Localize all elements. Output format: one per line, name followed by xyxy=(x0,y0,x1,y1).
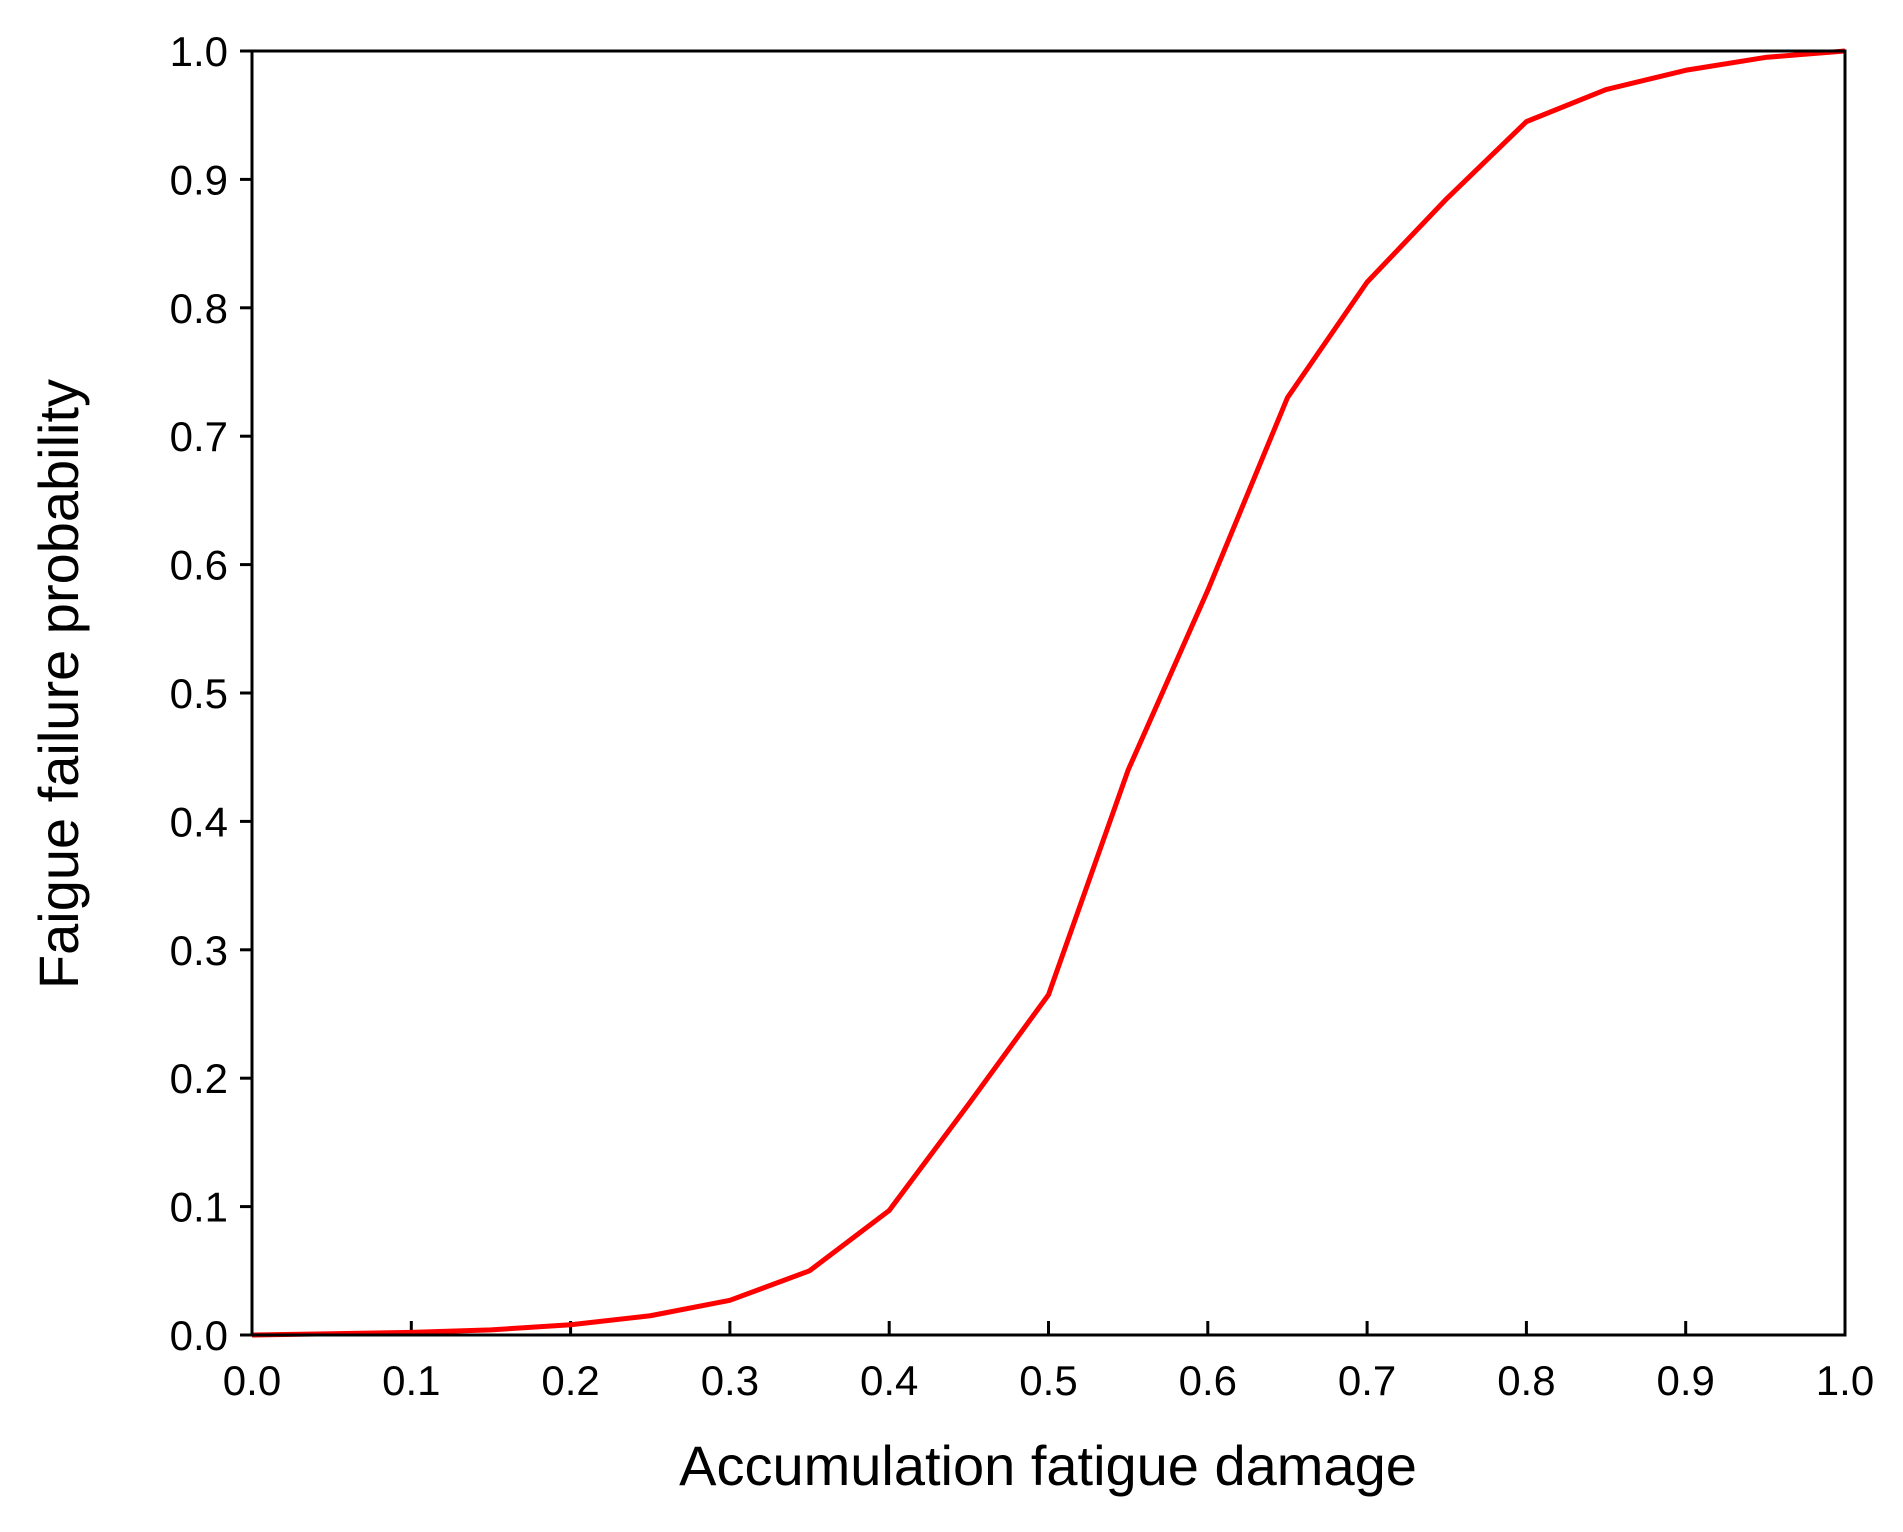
y-tick-label: 0.3 xyxy=(170,927,228,974)
y-tick-label: 0.4 xyxy=(170,798,228,845)
y-axis-title: Faigue failure probability xyxy=(27,379,90,989)
y-tick-label: 0.7 xyxy=(170,413,228,460)
x-tick-label: 0.5 xyxy=(1019,1357,1077,1404)
y-tick-label: 1.0 xyxy=(170,28,228,75)
x-tick-label: 1.0 xyxy=(1816,1357,1874,1404)
y-tick-label: 0.8 xyxy=(170,285,228,332)
x-tick-label: 0.4 xyxy=(860,1357,918,1404)
x-tick-label: 0.6 xyxy=(1179,1357,1237,1404)
line xyxy=(251,48,1846,1338)
x-tick-label: 0.0 xyxy=(223,1357,281,1404)
x-tick-label: 0.8 xyxy=(1497,1357,1555,1404)
y-tick-label: 0.2 xyxy=(170,1055,228,1102)
x-tick-label: 0.2 xyxy=(541,1357,599,1404)
x-tick-label: 0.1 xyxy=(382,1357,440,1404)
x-tick-label: 0.7 xyxy=(1338,1357,1396,1404)
y-tick-label: 0.6 xyxy=(170,542,228,589)
y-tick-label: 0.1 xyxy=(170,1184,228,1231)
y-tick-label: 0.9 xyxy=(170,156,228,203)
y-tick-label: 0.0 xyxy=(170,1312,228,1359)
y-tick-label: 0.5 xyxy=(170,670,228,717)
x-axis-title: Accumulation fatigue damage xyxy=(679,1434,1417,1497)
x-tick-label: 0.3 xyxy=(701,1357,759,1404)
plot-frame xyxy=(250,49,1847,1337)
x-tick-label: 0.9 xyxy=(1657,1357,1715,1404)
